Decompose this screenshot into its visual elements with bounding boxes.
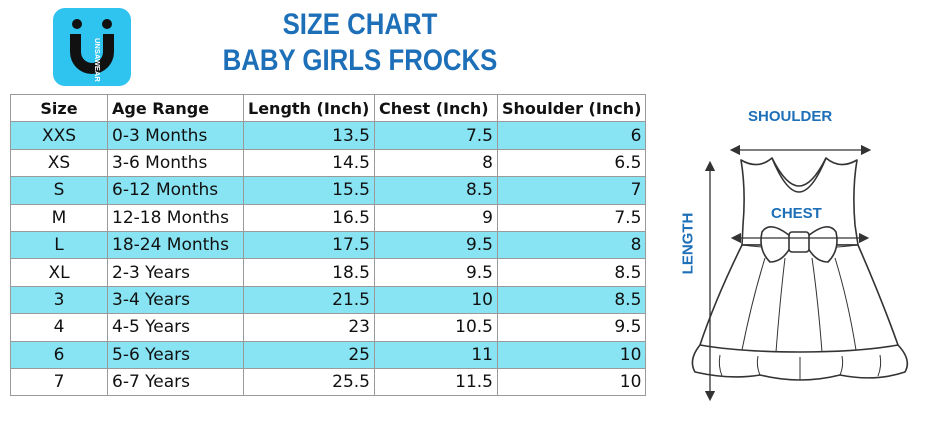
table-cell: 14.5: [243, 148, 375, 178]
table-cell: 13.5: [243, 121, 375, 150]
table-cell: 16.5: [243, 203, 375, 232]
table-cell: 7: [496, 176, 647, 205]
size-chart-table: Size Age Range Length (Inch) Chest (Inch) Sh…: [10, 93, 647, 397]
table-cell: 7.5: [496, 203, 647, 232]
table-cell: 21.5: [243, 285, 375, 315]
table-cell: 5-6 Years: [107, 340, 244, 369]
table-cell: 25.5: [243, 367, 375, 397]
dress-outline-icon: [691, 157, 909, 381]
table-cell: 8: [496, 230, 647, 260]
table-cell: 0-3 Months: [107, 121, 244, 150]
table-cell: 18-24 Months: [107, 230, 244, 260]
table-cell: 9.5: [496, 313, 647, 342]
table-cell: 8.5: [374, 176, 498, 205]
chest-label: CHEST: [771, 205, 822, 222]
table-cell: L: [10, 230, 108, 260]
dress-diagram: [691, 144, 909, 402]
table-cell: 3: [10, 285, 108, 315]
table-cell: 10.5: [374, 313, 498, 342]
table-cell: 12-18 Months: [107, 203, 244, 232]
length-label: LENGTH: [679, 212, 697, 275]
page-subtitle: BABY GIRLS FROCKS: [222, 44, 498, 77]
table-row: 4 4-5 Years 23 10.5 9.5: [10, 313, 647, 342]
table-cell: M: [10, 203, 108, 232]
table-row: M 12-18 Months 16.5 9 7.5: [10, 203, 647, 232]
table-cell: 11.5: [374, 367, 498, 397]
column-header: Length (Inch): [243, 93, 375, 123]
table-cell: 4: [10, 313, 108, 342]
table-cell: 2-3 Years: [107, 258, 244, 287]
table-cell: 9.5: [374, 258, 498, 287]
table-cell: 3-4 Years: [107, 285, 244, 315]
table-cell: 18.5: [243, 258, 375, 287]
table-row: 3 3-4 Years 21.5 10 8.5: [10, 285, 647, 315]
table-row: 6 5-6 Years 25 11 10: [10, 340, 647, 369]
table-cell: 11: [374, 340, 498, 369]
table-row: S 6-12 Months 15.5 8.5 7: [10, 176, 647, 205]
table-row: XS 3-6 Months 14.5 8 6.5: [10, 148, 647, 178]
table-cell: S: [10, 176, 108, 205]
table-cell: 15.5: [243, 176, 375, 205]
column-header: Age Range: [107, 93, 244, 123]
table-cell: XXS: [10, 121, 108, 150]
table-row: XL 2-3 Years 18.5 9.5 8.5: [10, 258, 647, 287]
table-cell: 7.5: [374, 121, 498, 150]
table-header-row: Size Age Range Length (Inch) Chest (Inch) Sh…: [10, 93, 647, 123]
column-header: Chest (Inch): [374, 93, 498, 123]
logo-text: UNSAWEAR: [93, 38, 102, 82]
column-header: Size: [10, 93, 108, 123]
table-cell: 17.5: [243, 230, 375, 260]
table-cell: 6: [10, 340, 108, 369]
table-cell: 8.5: [496, 258, 647, 287]
table-cell: XS: [10, 148, 108, 178]
shoulder-label: SHOULDER: [748, 108, 833, 125]
page-title: SIZE CHART: [282, 8, 438, 41]
table-cell: 9.5: [374, 230, 498, 260]
table-cell: 8.5: [496, 285, 647, 315]
brand-logo-icon: UNSAWEAR: [70, 19, 114, 82]
table-cell: 6.5: [496, 148, 647, 178]
table-cell: 10: [374, 285, 498, 315]
table-row: L 18-24 Months 17.5 9.5 8: [10, 230, 647, 260]
table-cell: 25: [243, 340, 375, 369]
table-cell: 9: [374, 203, 498, 232]
table-cell: 23: [243, 313, 375, 342]
table-cell: XL: [10, 258, 108, 287]
brand-logo: UNSAWEAR: [53, 8, 131, 86]
table-cell: 6-12 Months: [107, 176, 244, 205]
table-body: XXS 0-3 Months 13.5 7.5 6 XS 3-6 Months 14.5 8 6.…: [10, 121, 647, 397]
table-row: 7 6-7 Years 25.5 11.5 10: [10, 367, 647, 397]
table-cell: 7: [10, 367, 108, 397]
table-cell: 10: [496, 340, 647, 369]
column-header: Shoulder (Inch): [496, 93, 647, 123]
table-cell: 6-7 Years: [107, 367, 244, 397]
table-cell: 6: [496, 121, 647, 150]
table-row: XXS 0-3 Months 13.5 7.5 6: [10, 121, 647, 150]
table-cell: 3-6 Months: [107, 148, 244, 178]
table-cell: 10: [496, 367, 647, 397]
table-cell: 4-5 Years: [107, 313, 244, 342]
table-cell: 8: [374, 148, 498, 178]
